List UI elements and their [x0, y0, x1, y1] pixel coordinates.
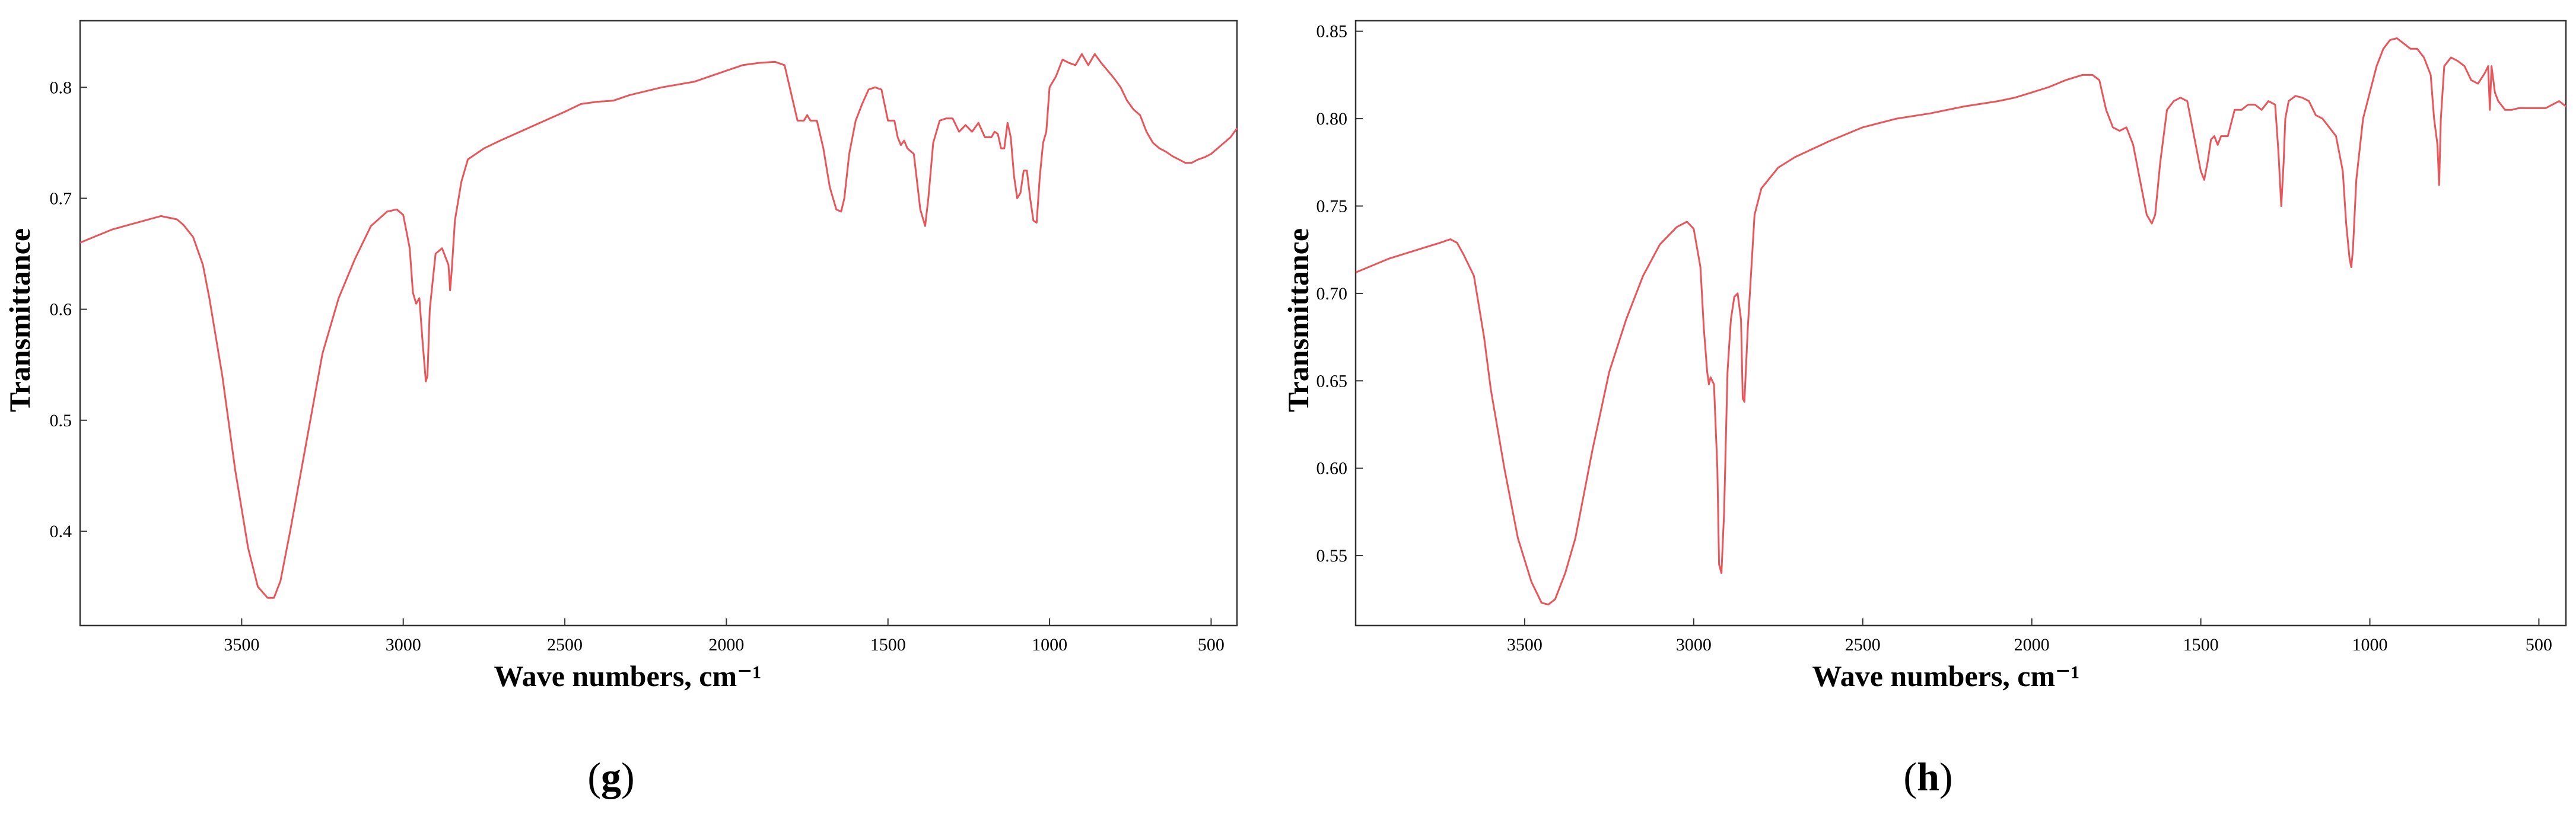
y-axis-title-g: Transmittance	[3, 228, 36, 412]
y-tick-label-g: 0.5	[50, 411, 72, 430]
x-axis-title-g: Wave numbers, cm⁻¹	[494, 659, 761, 693]
spectrum-line-g	[79, 53, 1238, 599]
y-tick-label-h: 0.60	[1316, 459, 1348, 478]
panel-g: Transmittance Wave numbers, cm⁻¹ (g) 350…	[3, 20, 1238, 799]
y-tick-label-h: 0.70	[1316, 284, 1348, 304]
panel-label-g: (g)	[587, 754, 634, 799]
y-tick-label-h: 0.85	[1316, 22, 1348, 42]
x-tick-label-g: 3000	[386, 635, 421, 655]
x-tick-label-h: 2500	[1845, 635, 1881, 655]
x-tick-label-h: 1500	[2183, 635, 2219, 655]
panel-label-h-letter: h	[1917, 754, 1939, 799]
spectrum-line-h	[1355, 37, 2567, 606]
panel-label-g-letter: g	[601, 754, 621, 799]
y-tick-label-h: 0.80	[1316, 109, 1348, 129]
y-tick-label-g: 0.7	[50, 189, 72, 208]
y-axis-title-h: Transmittance	[1281, 228, 1315, 412]
y-tick-label-g: 0.4	[50, 522, 72, 541]
panel-label-h: (h)	[1903, 754, 1952, 799]
x-tick-label-h: 500	[2526, 635, 2552, 655]
plot-frame-h	[1354, 20, 2567, 627]
x-tick-label-g: 2500	[547, 635, 583, 655]
y-tick-label-h: 0.65	[1316, 371, 1348, 391]
x-tick-label-h: 1000	[2352, 635, 2387, 655]
x-tick-label-g: 500	[1198, 635, 1225, 655]
y-tick-label-g: 0.8	[50, 78, 72, 97]
x-tick-label-g: 3500	[224, 635, 259, 655]
y-tick-label-g: 0.6	[50, 300, 72, 320]
x-tick-label-h: 3500	[1507, 635, 1543, 655]
x-axis-title-h: Wave numbers, cm⁻¹	[1812, 659, 2079, 693]
x-tick-label-h: 3000	[1676, 635, 1712, 655]
plot-frame-g	[79, 20, 1238, 627]
x-tick-label-g: 1000	[1032, 635, 1067, 655]
x-tick-label-g: 1500	[870, 635, 906, 655]
y-tick-label-h: 0.55	[1316, 546, 1348, 566]
x-tick-label-g: 2000	[708, 635, 744, 655]
x-tick-label-h: 2000	[2014, 635, 2050, 655]
panel-h: Transmittance Wave numbers, cm⁻¹ (h) 350…	[1281, 20, 2567, 799]
y-tick-label-h: 0.75	[1316, 196, 1348, 216]
